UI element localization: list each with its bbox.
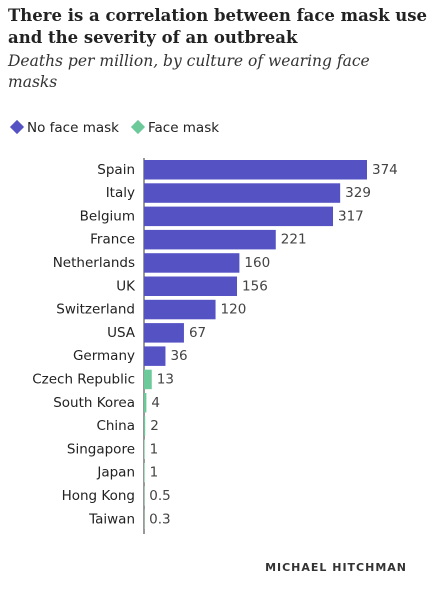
value-label: 1 xyxy=(150,465,159,481)
bar xyxy=(144,416,146,436)
category-label: Singapore xyxy=(67,441,135,457)
chart-title: and the severity of an outbreak xyxy=(8,28,298,47)
category-label: Switzerland xyxy=(56,302,135,318)
bar xyxy=(144,462,145,483)
bar xyxy=(144,183,341,203)
bar xyxy=(144,439,145,460)
value-label: 160 xyxy=(244,255,270,271)
value-label: 120 xyxy=(221,302,247,318)
legend-label: Face mask xyxy=(148,120,219,136)
value-label: 36 xyxy=(170,348,187,364)
value-label: 13 xyxy=(157,371,174,387)
value-label: 221 xyxy=(281,232,307,248)
value-label: 0.3 xyxy=(149,511,170,527)
category-label: Taiwan xyxy=(88,511,135,527)
category-label: Czech Republic xyxy=(32,371,135,387)
category-label: South Korea xyxy=(53,395,135,411)
category-label: Hong Kong xyxy=(62,488,135,504)
bar xyxy=(144,160,367,180)
bar xyxy=(144,323,184,343)
value-label: 317 xyxy=(338,208,364,224)
value-label: 1 xyxy=(150,441,159,457)
category-label: Netherlands xyxy=(53,255,135,271)
value-label: 329 xyxy=(345,185,371,201)
chart-subtitle: masks xyxy=(8,73,57,91)
bar xyxy=(144,393,147,413)
chart-subtitle: Deaths per million, by culture of wearin… xyxy=(7,52,370,70)
value-label: 374 xyxy=(372,162,398,178)
credit: MICHAEL HITCHMAN xyxy=(265,561,407,574)
bar xyxy=(144,276,238,296)
value-label: 4 xyxy=(151,395,160,411)
bar xyxy=(144,346,166,366)
chart-title: There is a correlation between face mask… xyxy=(8,6,427,25)
value-label: 0.5 xyxy=(149,488,170,504)
category-label: France xyxy=(90,232,135,248)
legend-label: No face mask xyxy=(27,120,119,136)
bar xyxy=(144,369,152,390)
bar xyxy=(144,299,216,320)
bar xyxy=(144,206,334,227)
value-label: 67 xyxy=(189,325,206,341)
category-label: Japan xyxy=(96,465,135,481)
legend-swatch xyxy=(130,119,146,135)
category-label: Italy xyxy=(106,185,135,201)
category-label: Belgium xyxy=(80,208,135,224)
value-label: 2 xyxy=(150,418,159,434)
category-label: Spain xyxy=(97,162,135,178)
bar xyxy=(144,253,240,273)
value-label: 156 xyxy=(242,278,268,294)
category-label: USA xyxy=(107,325,136,341)
category-label: Germany xyxy=(73,348,135,364)
bar xyxy=(144,229,276,250)
legend-swatch xyxy=(9,119,25,135)
category-label: China xyxy=(96,418,135,434)
category-label: UK xyxy=(116,278,136,294)
